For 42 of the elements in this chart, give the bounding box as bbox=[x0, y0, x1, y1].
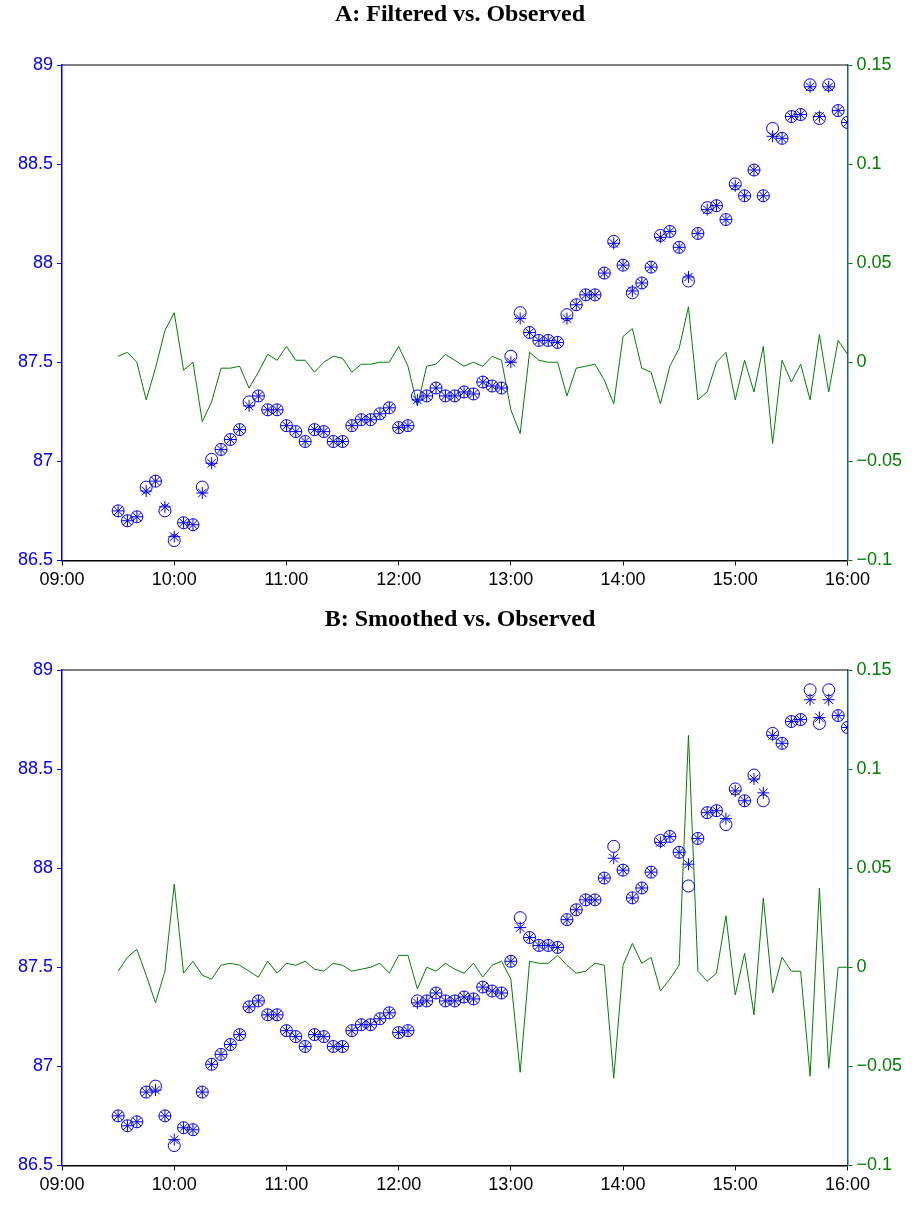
y2-tick-label: 0.1 bbox=[856, 153, 882, 174]
x-tick-label: 14:00 bbox=[600, 569, 646, 590]
x-tick-label: 14:00 bbox=[600, 1174, 646, 1195]
x-tick-label: 15:00 bbox=[712, 1174, 758, 1195]
y-tick-label: 87.5 bbox=[17, 351, 54, 372]
y-tick-label: 88.5 bbox=[17, 153, 54, 174]
x-tick-label: 11:00 bbox=[264, 1174, 309, 1195]
y2-tick-label: −0.1 bbox=[856, 549, 892, 570]
x-tick-label: 13:00 bbox=[488, 569, 534, 590]
y2-tick-label: −0.05 bbox=[856, 1055, 902, 1076]
y-tick-label: 88.5 bbox=[17, 758, 54, 779]
y-tick-label: 88 bbox=[33, 857, 54, 878]
x-tick-label: 16:00 bbox=[824, 1174, 870, 1195]
y2-tick-label: 0.15 bbox=[856, 658, 892, 679]
y2-tick-label: 0.05 bbox=[856, 252, 892, 273]
y2-tick-label: 0 bbox=[856, 351, 867, 372]
x-tick-label: 10:00 bbox=[151, 1174, 197, 1195]
y-tick-label: 88 bbox=[33, 252, 54, 273]
y-tick-label: 86.5 bbox=[17, 549, 54, 570]
y2-tick-label: −0.05 bbox=[856, 450, 902, 471]
x-tick-label: 13:00 bbox=[488, 1174, 534, 1195]
x-tick-label: 11:00 bbox=[264, 569, 309, 590]
y2-tick-label: −0.1 bbox=[856, 1154, 892, 1175]
y-tick-label: 87 bbox=[33, 1055, 54, 1076]
y2-tick-label: 0.1 bbox=[856, 758, 882, 779]
y2-tick-label: 0.15 bbox=[856, 53, 892, 74]
chart-title: B: Smoothed vs. Observed bbox=[323, 605, 597, 633]
x-tick-label: 16:00 bbox=[824, 569, 870, 590]
x-tick-label: 15:00 bbox=[712, 569, 758, 590]
x-tick-label: 09:00 bbox=[39, 1174, 85, 1195]
y-tick-label: 87 bbox=[33, 450, 54, 471]
y-tick-label: 89 bbox=[33, 658, 54, 679]
y2-tick-label: 0.05 bbox=[856, 857, 892, 878]
x-tick-label: 10:00 bbox=[151, 569, 197, 590]
x-tick-label: 12:00 bbox=[376, 569, 422, 590]
chart-title: A: Filtered vs. Observed bbox=[333, 0, 587, 28]
y-tick-label: 89 bbox=[33, 53, 54, 74]
x-tick-label: 12:00 bbox=[376, 1174, 422, 1195]
y-tick-label: 87.5 bbox=[17, 956, 54, 977]
y-tick-label: 86.5 bbox=[17, 1154, 54, 1175]
y2-tick-label: 0 bbox=[856, 956, 867, 977]
x-tick-label: 09:00 bbox=[39, 569, 85, 590]
